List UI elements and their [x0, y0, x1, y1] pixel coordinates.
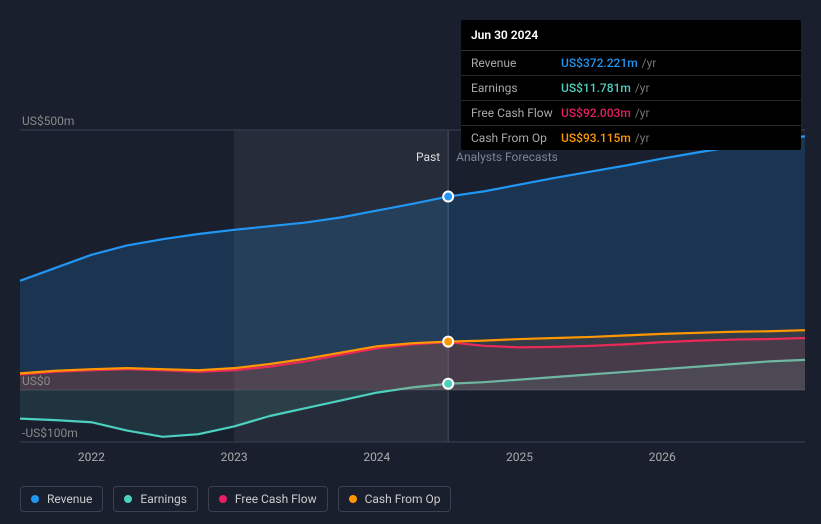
y-axis-label: -US$100m: [22, 426, 78, 440]
x-axis-label: 2024: [363, 450, 390, 464]
x-axis-label: 2023: [221, 450, 248, 464]
legend-item-earnings[interactable]: Earnings: [113, 486, 198, 512]
x-axis-label: 2026: [649, 450, 676, 464]
chart-tooltip: Jun 30 2024 RevenueUS$372.221m/yrEarning…: [461, 20, 801, 150]
tooltip-metric-value: US$372.221m: [561, 56, 638, 70]
tooltip-metric-label: Cash From Op: [471, 131, 561, 145]
legend-label: Cash From Op: [365, 492, 441, 506]
legend-dot-icon: [31, 495, 39, 503]
legend-item-fcf[interactable]: Free Cash Flow: [208, 486, 328, 512]
tooltip-metric-label: Revenue: [471, 56, 561, 70]
legend-dot-icon: [124, 495, 132, 503]
tooltip-unit: /yr: [635, 131, 650, 145]
legend-dot-icon: [219, 495, 227, 503]
x-axis-label: 2022: [78, 450, 105, 464]
financial-chart: Jun 30 2024 RevenueUS$372.221m/yrEarning…: [0, 0, 821, 524]
forecast-label: Analysts Forecasts: [456, 150, 558, 164]
tooltip-unit: /yr: [642, 56, 657, 70]
tooltip-metric-value: US$11.781m: [561, 81, 631, 95]
x-axis-label: 2025: [506, 450, 533, 464]
tooltip-unit: /yr: [635, 106, 650, 120]
y-axis-label: US$0: [22, 374, 50, 388]
tooltip-unit: /yr: [635, 81, 650, 95]
past-label: Past: [416, 150, 440, 164]
tooltip-row: EarningsUS$11.781m/yr: [461, 76, 801, 101]
tooltip-row: Cash From OpUS$93.115m/yr: [461, 126, 801, 150]
tooltip-metric-value: US$92.003m: [561, 106, 631, 120]
legend-label: Free Cash Flow: [235, 492, 317, 506]
tooltip-metric-label: Earnings: [471, 81, 561, 95]
tooltip-row: Free Cash FlowUS$92.003m/yr: [461, 101, 801, 126]
legend-dot-icon: [349, 495, 357, 503]
legend-label: Earnings: [140, 492, 187, 506]
tooltip-metric-label: Free Cash Flow: [471, 106, 561, 120]
legend-item-cfo[interactable]: Cash From Op: [338, 486, 452, 512]
tooltip-row: RevenueUS$372.221m/yr: [461, 51, 801, 76]
tooltip-metric-value: US$93.115m: [561, 131, 631, 145]
chart-legend: Revenue Earnings Free Cash Flow Cash From O…: [20, 486, 451, 512]
y-axis-label: US$500m: [22, 114, 74, 128]
legend-label: Revenue: [47, 492, 92, 506]
legend-item-revenue[interactable]: Revenue: [20, 486, 103, 512]
tooltip-date: Jun 30 2024: [461, 20, 801, 51]
